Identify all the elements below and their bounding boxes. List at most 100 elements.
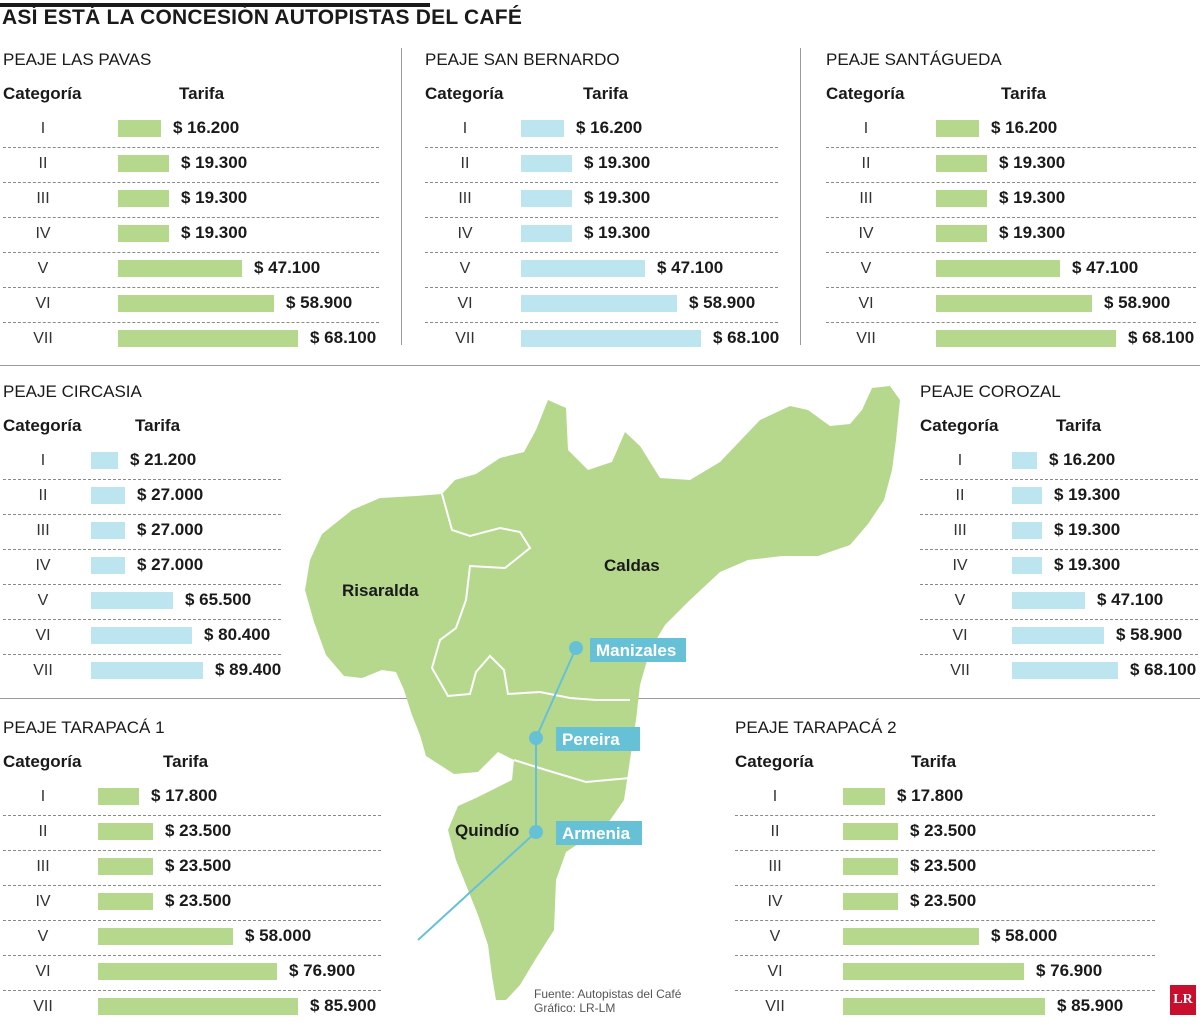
category-label: VI (35, 963, 51, 980)
category-label: VII (33, 330, 53, 347)
toll-chart: PEAJE TARAPACÁ 2 Categoría Tarifa I $ 17.800… (735, 718, 1155, 1025)
table-row: II $ 19.300 (826, 147, 1196, 183)
header-categoria: Categoría (425, 84, 504, 103)
value-label: $ 27.000 (137, 485, 204, 504)
table-row: IV $ 23.500 (735, 885, 1155, 921)
bar (91, 592, 173, 609)
table-row: III $ 23.500 (735, 850, 1155, 886)
header-categoria: Categoría (735, 752, 814, 771)
bar (118, 295, 274, 312)
value-label: $ 19.300 (584, 223, 651, 242)
table-row: VII $ 85.900 (735, 990, 1155, 1025)
category-label: III (36, 858, 50, 875)
map-borders (430, 493, 631, 784)
table-row: V $ 58.000 (3, 920, 381, 956)
value-label: $ 19.300 (181, 153, 248, 172)
value-label: $ 23.500 (910, 856, 977, 875)
category-label: VII (33, 998, 53, 1015)
value-label: $ 19.300 (999, 188, 1066, 207)
table-row: I $ 17.800 (735, 780, 1155, 816)
table-row: III $ 27.000 (3, 514, 281, 550)
value-label: $ 68.100 (1128, 328, 1195, 347)
bar (98, 928, 233, 945)
value-label: $ 68.100 (713, 328, 780, 347)
table-row: IV $ 27.000 (3, 549, 281, 585)
value-label: $ 19.300 (1054, 485, 1121, 504)
bar (1012, 452, 1037, 469)
table-row: IV $ 19.300 (826, 217, 1196, 253)
toll-chart: PEAJE LAS PAVAS Categoría Tarifa I $ 16.200 I… (3, 50, 379, 357)
value-label: $ 16.200 (1049, 450, 1116, 469)
divider (401, 48, 402, 345)
bar (98, 963, 277, 980)
table-row: VII $ 68.100 (826, 322, 1196, 357)
value-label: $ 21.200 (130, 450, 197, 469)
category-label: IV (457, 225, 473, 242)
value-label: $ 16.200 (576, 118, 643, 137)
value-label: $ 58.900 (1104, 293, 1171, 312)
category-label: V (954, 592, 966, 609)
bar (1012, 487, 1042, 504)
value-label: $ 68.100 (1130, 660, 1197, 679)
city-label-armenia: Armenia (562, 824, 631, 843)
category-label: V (37, 928, 49, 945)
bar (521, 155, 572, 172)
bar (521, 225, 572, 242)
category-label: I (772, 788, 778, 805)
value-label: $ 17.800 (897, 786, 964, 805)
value-label: $ 17.800 (151, 786, 218, 805)
chart-title: PEAJE LAS PAVAS (3, 50, 152, 69)
bar (98, 788, 139, 805)
category-label: III (36, 190, 50, 207)
bar (91, 522, 125, 539)
toll-chart: PEAJE COROZAL Categoría Tarifa I $ 16.200 II $… (920, 382, 1198, 689)
value-label: $ 47.100 (1097, 590, 1164, 609)
table-row: I $ 17.800 (3, 780, 381, 816)
category-label: I (462, 120, 468, 137)
table-row: I $ 16.200 (826, 112, 1196, 148)
table-row: I $ 16.200 (3, 112, 379, 148)
category-label: VII (856, 330, 876, 347)
table-row: IV $ 19.300 (425, 217, 778, 253)
value-label: $ 16.200 (991, 118, 1058, 137)
toll-chart: PEAJE CIRCASIA Categoría Tarifa I $ 21.200 II… (3, 382, 281, 689)
bar (843, 893, 898, 910)
value-label: $ 23.500 (165, 821, 232, 840)
header-tarifa: Tarifa (1056, 416, 1102, 435)
toll-chart: PEAJE TARAPACÁ 1 Categoría Tarifa I $ 17.800… (3, 718, 381, 1025)
category-label: VI (858, 295, 874, 312)
category-label: VII (33, 662, 53, 679)
value-label: $ 16.200 (173, 118, 240, 137)
category-label: I (40, 120, 46, 137)
category-label: II (38, 823, 48, 840)
bar (98, 858, 153, 875)
category-label: V (37, 592, 49, 609)
category-label: VII (765, 998, 785, 1015)
table-row: VI $ 80.400 (3, 619, 281, 655)
value-label: $ 19.300 (584, 153, 651, 172)
pereira-label-bg (556, 727, 640, 751)
category-label: II (955, 487, 965, 504)
bar (118, 260, 242, 277)
region-label-quindio: Quindío (455, 821, 519, 840)
bar (521, 190, 572, 207)
chart-title: PEAJE COROZAL (920, 382, 1061, 401)
bar (843, 788, 885, 805)
bar (1012, 592, 1085, 609)
bar (118, 190, 169, 207)
category-label: IV (35, 557, 51, 574)
bar (91, 662, 203, 679)
route (417, 647, 577, 941)
header-tarifa: Tarifa (911, 752, 957, 771)
bar (843, 928, 979, 945)
table-row: VII $ 68.100 (3, 322, 379, 357)
city-label-pereira: Pereira (562, 730, 620, 749)
bar (843, 998, 1045, 1015)
bar (843, 823, 898, 840)
bar (118, 330, 298, 347)
category-label: I (40, 452, 46, 469)
chart-title: PEAJE SAN BERNARDO (425, 50, 620, 69)
table-row: VI $ 58.900 (920, 619, 1198, 655)
